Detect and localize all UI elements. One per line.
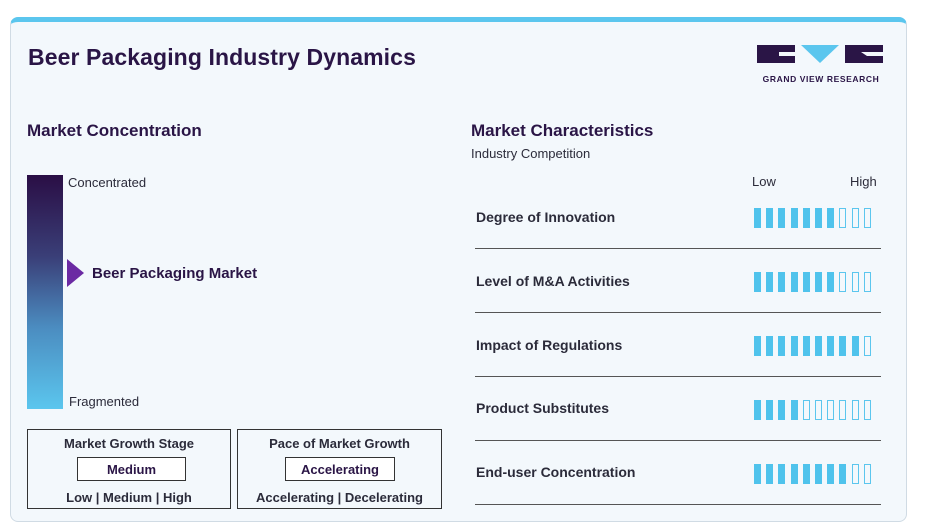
row-divider (475, 504, 881, 505)
row-divider (475, 440, 881, 441)
rating-segment-empty (851, 272, 859, 292)
market-position-label: Beer Packaging Market (92, 265, 258, 282)
fragmented-label: Fragmented (69, 394, 140, 409)
rating-segment-filled (815, 336, 822, 356)
rating-segment-empty (863, 208, 871, 228)
dynamics-card: Beer Packaging Industry Dynamics GRAND V… (10, 17, 907, 522)
row-label-end-user: End-user Concentration (476, 464, 636, 480)
rating-segment-filled (790, 336, 798, 356)
growth-stage-value: Medium (77, 457, 186, 481)
market-growth-stage-box: Market Growth Stage Medium Low | Medium … (27, 429, 231, 509)
scale-low-label: Low (752, 174, 776, 189)
rating-segment-filled (778, 464, 786, 484)
rating-segment-filled (827, 464, 835, 484)
rating-segment-filled (778, 208, 786, 228)
row-label-ma-activities: Level of M&A Activities (476, 273, 630, 289)
rating-segment-empty (815, 400, 822, 420)
logo-text: GRAND VIEW RESEARCH (762, 74, 880, 84)
concentrated-label: Concentrated (68, 175, 147, 190)
market-concentration-title: Market Concentration (27, 121, 202, 140)
rating-segment-empty (827, 400, 835, 420)
market-characteristics-title: Market Characteristics (471, 121, 654, 140)
rating-segment-filled (754, 464, 761, 484)
row-label-regulations: Impact of Regulations (476, 337, 623, 353)
row-divider (475, 376, 881, 377)
rating-segment-empty (802, 400, 810, 420)
scale-high-label: High (850, 174, 877, 189)
rating-segment-filled (754, 272, 761, 292)
rating-segment-filled (778, 400, 786, 420)
rating-segment-filled (778, 272, 786, 292)
rating-segment-filled (766, 336, 774, 356)
growth-pace-options: Accelerating | Decelerating (256, 490, 423, 505)
pace-of-growth-box: Pace of Market Growth Accelerating Accel… (237, 429, 442, 509)
rating-segment-filled (766, 208, 774, 228)
rating-segment-empty (863, 272, 871, 292)
rating-segment-filled (790, 272, 798, 292)
rating-segment-filled (802, 208, 810, 228)
rating-segment-empty (863, 336, 871, 356)
industry-competition-subtitle: Industry Competition (471, 146, 591, 161)
row-divider (475, 312, 881, 313)
rating-segment-filled (802, 336, 810, 356)
rating-segment-filled (815, 464, 822, 484)
logo-mark-icon (757, 45, 883, 63)
rating-segment-filled (754, 336, 761, 356)
growth-stage-options: Low | Medium | High (66, 490, 192, 505)
rating-segment-filled (778, 336, 786, 356)
rating-segment-filled (802, 272, 810, 292)
concentration-gradient-bar (27, 175, 63, 409)
row-divider (475, 248, 881, 249)
rating-segment-empty (851, 464, 859, 484)
rating-segment-filled (839, 336, 847, 356)
growth-pace-value: Accelerating (285, 457, 395, 481)
market-position-marker-icon (67, 259, 84, 287)
rating-segment-empty (839, 272, 847, 292)
rating-segment-filled (851, 336, 859, 356)
rating-segment-filled (766, 464, 774, 484)
growth-stage-title: Market Growth Stage (63, 436, 195, 451)
rating-segment-filled (827, 336, 835, 356)
rating-segment-filled (802, 464, 810, 484)
rating-segment-filled (766, 272, 774, 292)
rating-segment-filled (815, 208, 822, 228)
rating-segment-filled (790, 400, 798, 420)
rating-segment-filled (766, 400, 774, 420)
rating-segment-filled (754, 208, 761, 228)
rating-segment-empty (839, 208, 847, 228)
growth-pace-title: Pace of Market Growth (269, 436, 410, 451)
rating-segment-filled (815, 272, 822, 292)
page-title: Beer Packaging Industry Dynamics (28, 44, 416, 70)
rating-segment-empty (851, 400, 859, 420)
rating-segment-filled (790, 208, 798, 228)
rating-segment-filled (790, 464, 798, 484)
rating-segment-filled (839, 464, 847, 484)
rating-segment-empty (863, 400, 871, 420)
rating-segment-filled (754, 400, 761, 420)
rating-segment-empty (839, 400, 847, 420)
rating-segment-filled (827, 272, 835, 292)
row-label-innovation: Degree of Innovation (476, 209, 616, 225)
row-label-substitutes: Product Substitutes (476, 400, 610, 416)
rating-segment-empty (863, 464, 871, 484)
rating-segment-empty (851, 208, 859, 228)
grand-view-research-logo: GRAND VIEW RESEARCH (757, 43, 885, 85)
rating-segment-filled (827, 208, 835, 228)
